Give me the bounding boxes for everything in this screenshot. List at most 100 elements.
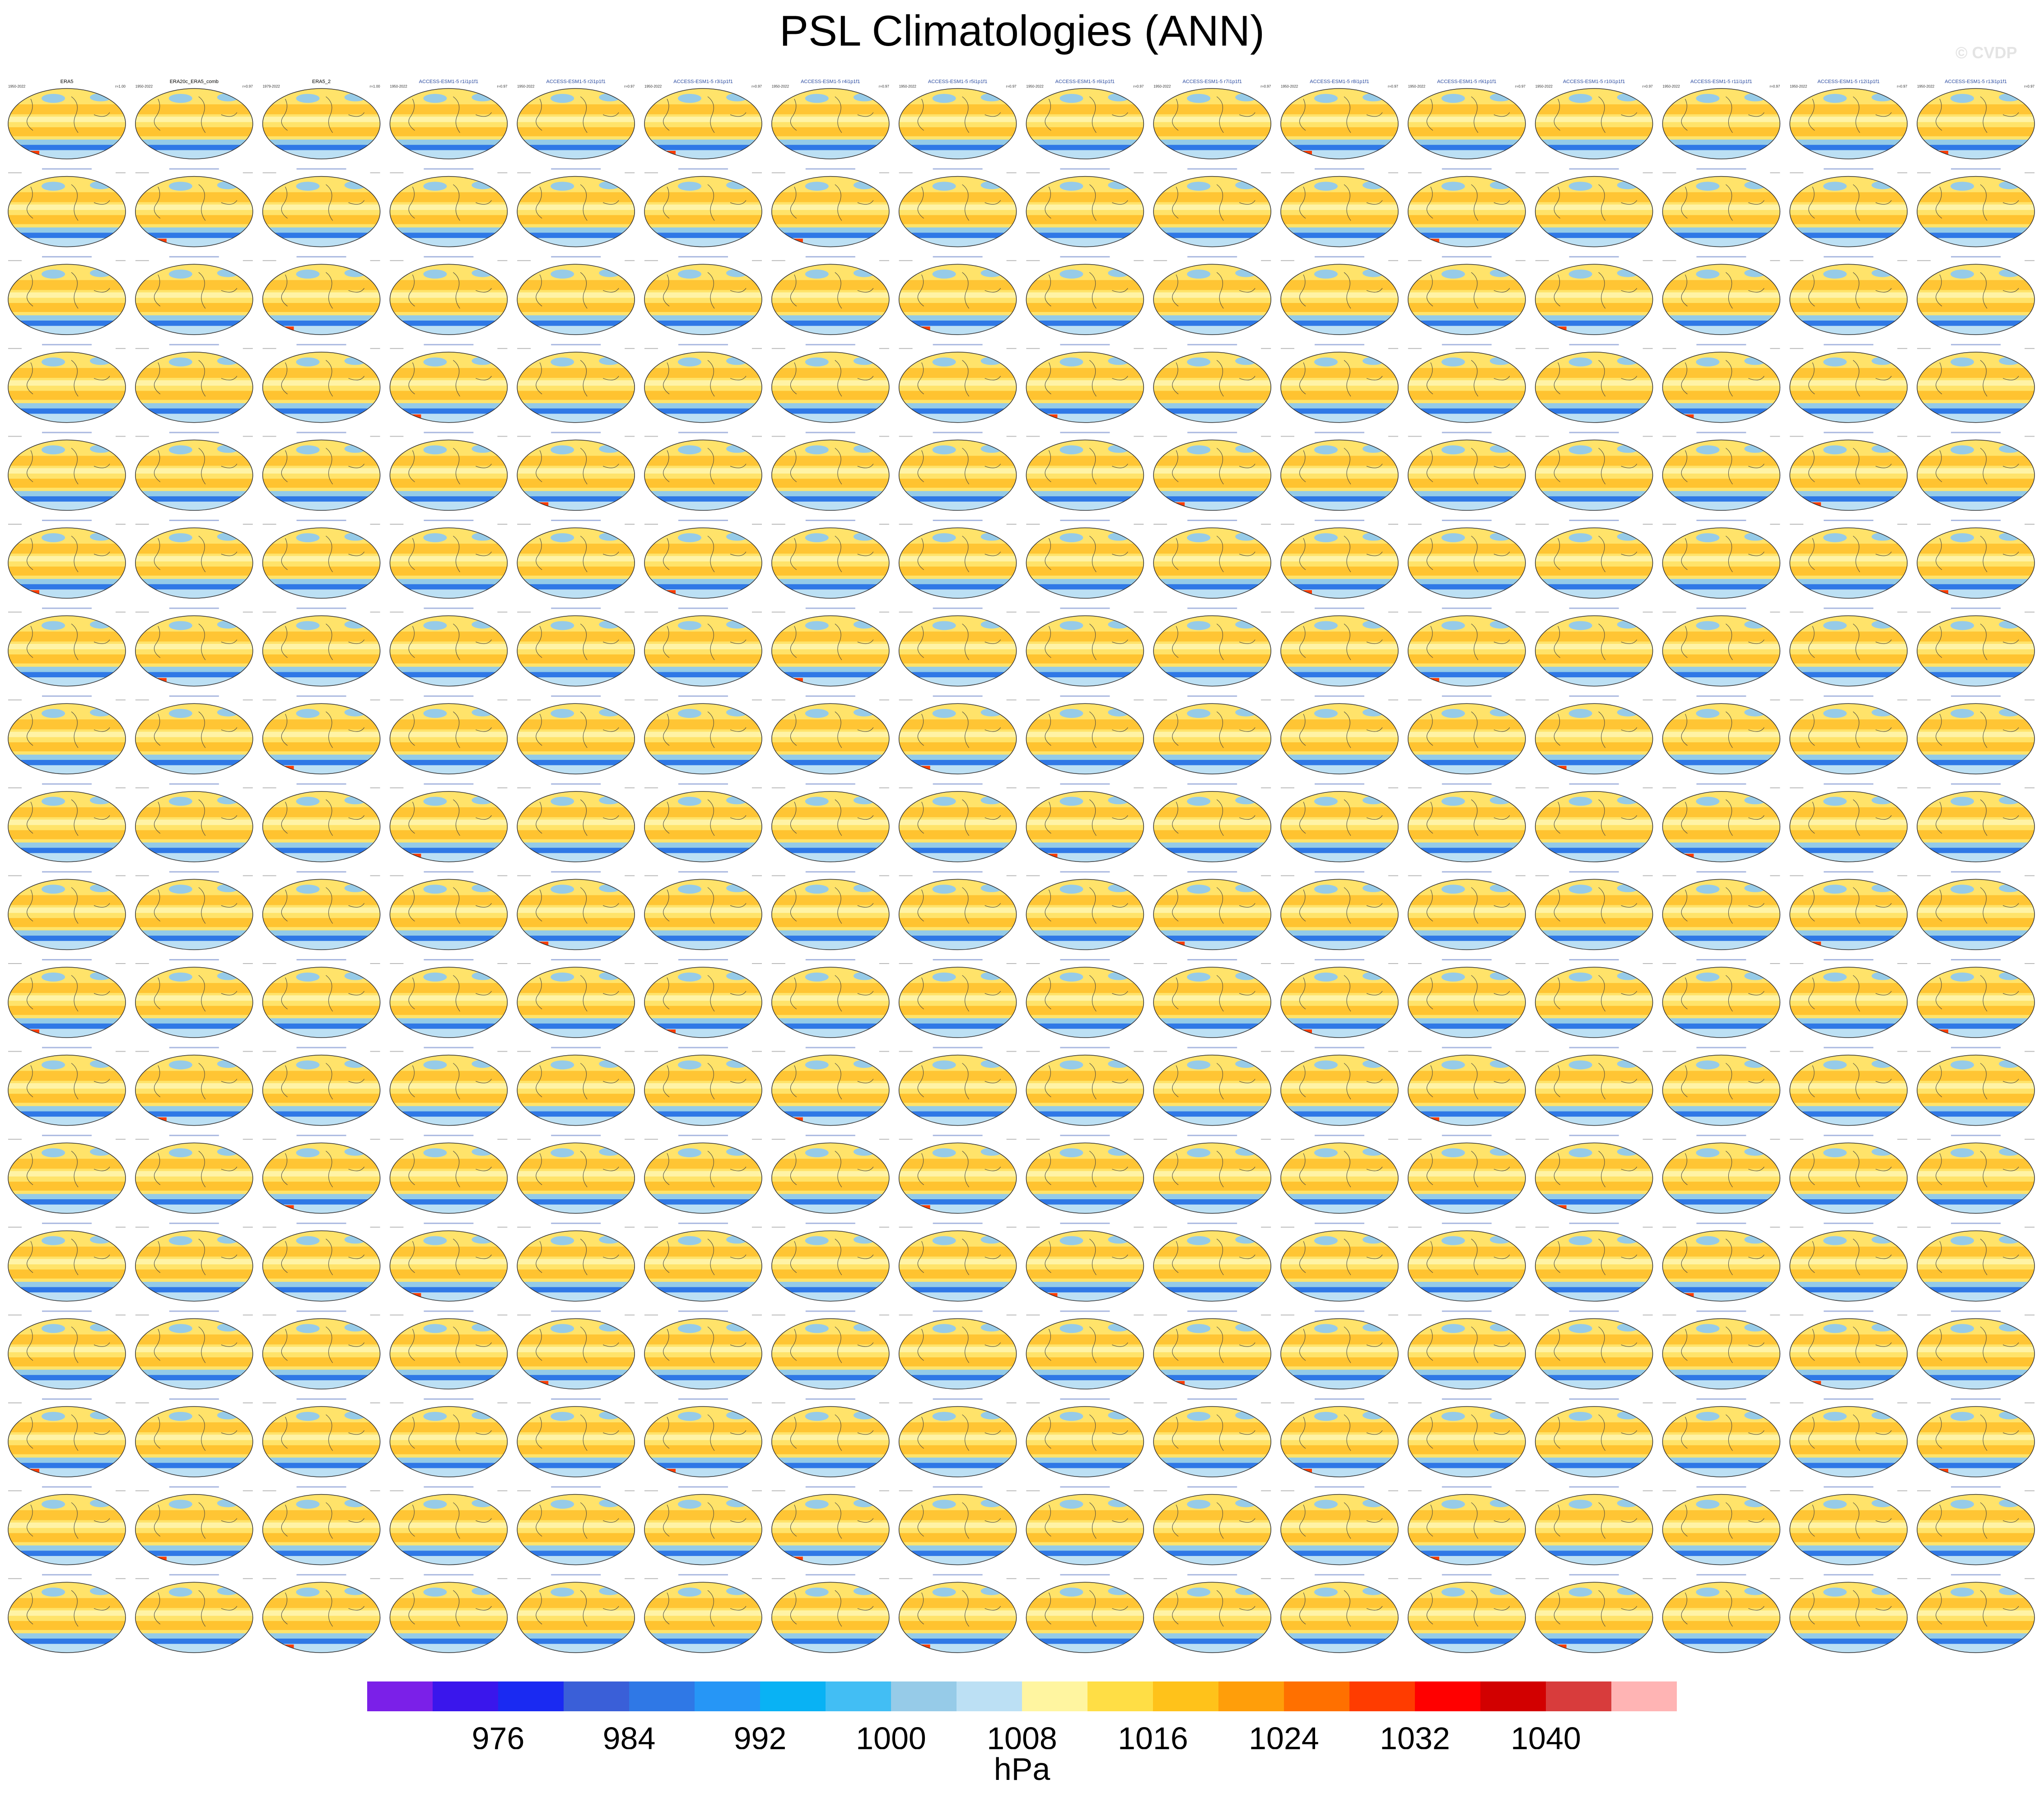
map-panel <box>389 1222 508 1302</box>
map-panel <box>517 1486 635 1565</box>
colorbar-segment <box>826 1681 891 1711</box>
map-panel <box>1408 1222 1526 1302</box>
panel-pattern-corr: r=0.97 <box>1133 84 1143 88</box>
map-panel <box>389 607 508 687</box>
panel-period: 1950-2022 <box>1281 84 1298 88</box>
panel-title: ACCESS-ESM1-5 r6i1p1f1 <box>1055 79 1115 84</box>
panel-period: 1950-2022 <box>1917 84 1935 88</box>
map-panel <box>1535 432 1653 511</box>
map-panel <box>898 871 1017 950</box>
map-panel: ACCESS-ESM1-5 r13i1p1f1 1950-2022 r=0.97 <box>1917 79 2035 159</box>
map-panel <box>898 695 1017 774</box>
map-panel <box>1789 1398 1908 1477</box>
map-panel <box>1026 168 1144 247</box>
map-panel <box>1026 1486 1144 1565</box>
map-panel <box>262 871 381 950</box>
panel-title: ACCESS-ESM1-5 r9i1p1f1 <box>1437 79 1496 84</box>
map-panel <box>135 695 253 774</box>
map-panel <box>1789 959 1908 1038</box>
map-panel <box>644 607 762 687</box>
map-panel <box>389 520 508 599</box>
map-panel <box>262 256 381 335</box>
map-panel <box>644 432 762 511</box>
map-panel <box>771 1047 890 1126</box>
panel-period: 1950-2022 <box>1662 84 1680 88</box>
map-panel <box>771 1398 890 1477</box>
colorbar-tick-label: 1024 <box>1249 1721 1319 1749</box>
map-panel <box>644 256 762 335</box>
map-panel <box>1153 1398 1271 1477</box>
map-panel <box>898 959 1017 1038</box>
map-panel <box>1026 256 1144 335</box>
map-panel <box>389 344 508 423</box>
panel-title: ERA20c_ERA5_comb <box>170 79 219 84</box>
map-panel <box>1662 959 1781 1038</box>
map-panel <box>771 607 890 687</box>
map-panel <box>1789 607 1908 687</box>
map-panel <box>1408 1574 1526 1653</box>
map-panel <box>8 1135 126 1214</box>
map-panel <box>1026 1047 1144 1126</box>
map-panel <box>135 959 253 1038</box>
map-panel <box>1153 783 1271 862</box>
map-panel <box>262 344 381 423</box>
panel-pattern-corr: r=1.00 <box>370 84 380 88</box>
map-panel <box>1026 1574 1144 1653</box>
panel-pattern-corr: r=0.97 <box>1260 84 1271 88</box>
map-panel <box>517 168 635 247</box>
map-panel <box>1917 1047 2035 1126</box>
colorbar-segment <box>1022 1681 1087 1711</box>
map-panel <box>1408 1135 1526 1214</box>
map-panel <box>262 1310 381 1390</box>
map-panel <box>1026 783 1144 862</box>
panel-title: ACCESS-ESM1-5 r11i1p1f1 <box>1690 79 1752 84</box>
map-panel <box>898 432 1017 511</box>
map-panel <box>1535 1398 1653 1477</box>
panel-pattern-corr: r=0.97 <box>1643 84 1653 88</box>
map-panel <box>644 1047 762 1126</box>
map-panel <box>644 783 762 862</box>
panel-pattern-corr: r=1.00 <box>115 84 126 88</box>
map-panel <box>1280 1574 1399 1653</box>
map-panel <box>1662 256 1781 335</box>
map-panel <box>644 344 762 423</box>
map-panel <box>517 1574 635 1653</box>
map-panel <box>1535 1486 1653 1565</box>
map-panel <box>1408 520 1526 599</box>
colorbar-segment <box>1218 1681 1284 1711</box>
panel-pattern-corr: r=0.97 <box>1388 84 1398 88</box>
map-panel <box>1026 1222 1144 1302</box>
colorbar-segment <box>1480 1681 1546 1711</box>
map-panel <box>1408 1486 1526 1565</box>
panel-pattern-corr: r=0.97 <box>1515 84 1526 88</box>
map-panel <box>517 1222 635 1302</box>
map-panel <box>1535 520 1653 599</box>
map-panel <box>135 1135 253 1214</box>
map-panel <box>1408 344 1526 423</box>
map-panel <box>1789 871 1908 950</box>
map-panel <box>771 871 890 950</box>
map-panel <box>1535 959 1653 1038</box>
panel-pattern-corr: r=0.97 <box>1006 84 1017 88</box>
map-panel <box>517 871 635 950</box>
panel-title: ACCESS-ESM1-5 r3i1p1f1 <box>673 79 733 84</box>
map-panel <box>898 168 1017 247</box>
map-panel <box>135 607 253 687</box>
map-panel-grid: ERA5 1950-2022 r=1.00 ERA20c_ERA5_comb 1950-… <box>8 79 2035 1653</box>
map-panel <box>898 1135 1017 1214</box>
map-panel <box>8 607 126 687</box>
map-panel <box>135 1047 253 1126</box>
map-panel <box>262 1574 381 1653</box>
map-panel <box>1789 783 1908 862</box>
colorbar-tick-label: 992 <box>734 1721 787 1749</box>
map-panel <box>1408 168 1526 247</box>
map-panel <box>262 168 381 247</box>
map-panel <box>1535 1310 1653 1390</box>
map-panel: ACCESS-ESM1-5 r10i1p1f1 1950-2022 r=0.97 <box>1535 79 1653 159</box>
map-panel <box>1789 1135 1908 1214</box>
panel-title: ACCESS-ESM1-5 r8i1p1f1 <box>1310 79 1369 84</box>
map-panel <box>517 783 635 862</box>
map-panel <box>644 871 762 950</box>
map-panel <box>1535 695 1653 774</box>
colorbar-segment <box>629 1681 695 1711</box>
